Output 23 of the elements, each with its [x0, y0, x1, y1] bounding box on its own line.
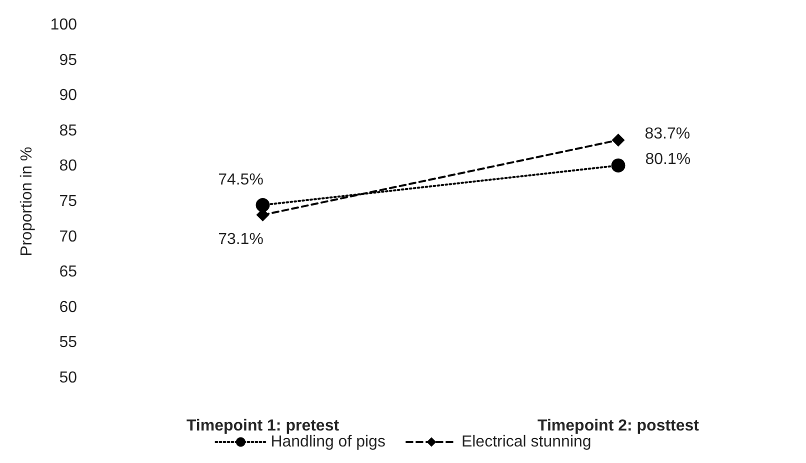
y-tick-label: 95 — [59, 52, 78, 69]
y-tick-label: 65 — [59, 264, 78, 281]
y-tick-label: 100 — [50, 16, 78, 34]
y-tick-label: 55 — [59, 334, 78, 352]
x-tick-label: Timepoint 2: posttest — [538, 418, 700, 434]
y-tick-label: 90 — [59, 87, 78, 104]
x-tick-label: Timepoint 1: pretest — [186, 418, 340, 434]
point — [612, 134, 625, 147]
y-axis-title: Proportion in % — [18, 146, 36, 256]
y-tick-label: 80 — [59, 158, 78, 175]
data-label: 73.1% — [218, 230, 264, 248]
legend-label: Electrical stunning — [461, 434, 592, 450]
y-tick-label: 50 — [59, 370, 78, 386]
data-label: 74.5% — [218, 172, 264, 189]
data-label: 80.1% — [645, 150, 691, 168]
point — [256, 198, 270, 212]
legend-label: Handling of pigs — [270, 434, 386, 450]
data-label: 83.7% — [644, 126, 690, 143]
y-tick-label: 60 — [59, 298, 78, 316]
y-tick-label: 70 — [59, 228, 78, 246]
y-tick-label: 75 — [59, 193, 78, 210]
y-tick-label: 85 — [59, 122, 78, 140]
point — [611, 158, 626, 172]
